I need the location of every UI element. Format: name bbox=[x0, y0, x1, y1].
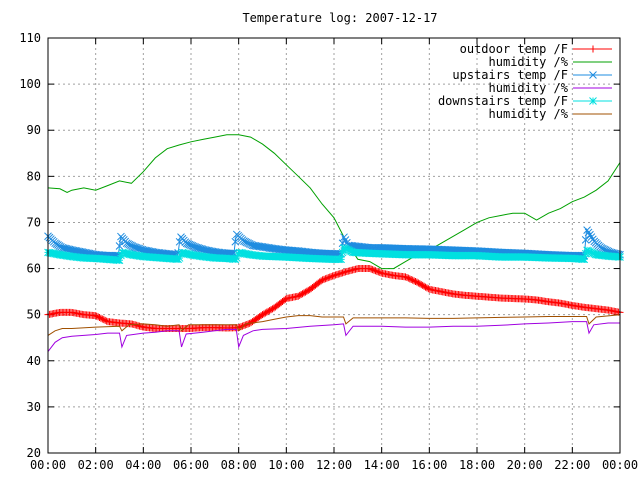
y-tick-label: 50 bbox=[27, 308, 41, 322]
legend-label: upstairs temp /F bbox=[452, 68, 568, 82]
tick-labels: 00:00 02:00 04:00 06:00 08:00 10:00 12:00 14:00… bbox=[19, 31, 638, 472]
x-tick-label: 14:00 bbox=[364, 458, 400, 472]
x-tick-label: 00:00 bbox=[30, 458, 66, 472]
y-tick-label: 20 bbox=[27, 446, 41, 460]
legend-entry: outdoor temp /F bbox=[460, 42, 612, 56]
series-5 bbox=[47, 314, 621, 336]
legend-label: outdoor temp /F bbox=[460, 42, 568, 56]
series-line bbox=[47, 314, 621, 336]
legend-entry: downstairs temp /F bbox=[438, 94, 612, 108]
series-3 bbox=[47, 321, 620, 352]
x-tick-label: 16:00 bbox=[411, 458, 447, 472]
chart-title: Temperature log: 2007-12-17 bbox=[242, 11, 437, 25]
legend-entry: humidity /% bbox=[489, 55, 612, 69]
y-tick-label: 110 bbox=[19, 31, 41, 45]
y-tick-label: 40 bbox=[27, 354, 41, 368]
x-tick-label: 22:00 bbox=[554, 458, 590, 472]
legend-entry: humidity /% bbox=[489, 107, 612, 121]
grid bbox=[47, 37, 621, 454]
legend-label: humidity /% bbox=[489, 55, 569, 69]
legend-entry: upstairs temp /F bbox=[452, 68, 612, 82]
legend-label: humidity /% bbox=[489, 107, 569, 121]
x-tick-label: 12:00 bbox=[316, 458, 352, 472]
legend-label: downstairs temp /F bbox=[438, 94, 568, 108]
series-line bbox=[47, 134, 621, 270]
series-2 bbox=[44, 226, 624, 260]
series-1 bbox=[47, 134, 621, 270]
y-tick-label: 30 bbox=[27, 400, 41, 414]
x-tick-label: 04:00 bbox=[125, 458, 161, 472]
x-tick-label: 00:00 bbox=[602, 458, 638, 472]
legend-swatch-marker bbox=[589, 71, 597, 79]
y-tick-label: 100 bbox=[19, 77, 41, 91]
y-tick-label: 80 bbox=[27, 169, 41, 183]
x-tick-label: 18:00 bbox=[459, 458, 495, 472]
legend-entry: humidity /% bbox=[489, 81, 612, 95]
series-line bbox=[47, 321, 620, 352]
legend-swatch-marker bbox=[589, 97, 597, 105]
x-tick-label: 10:00 bbox=[268, 458, 304, 472]
y-tick-label: 90 bbox=[27, 123, 41, 137]
legend-label: humidity /% bbox=[489, 81, 569, 95]
x-tick-label: 06:00 bbox=[173, 458, 209, 472]
x-tick-label: 02:00 bbox=[78, 458, 114, 472]
x-tick-label: 08:00 bbox=[221, 458, 257, 472]
series-layer bbox=[44, 134, 624, 352]
legend-swatch-marker bbox=[589, 45, 597, 53]
y-tick-label: 70 bbox=[27, 215, 41, 229]
y-tick-label: 60 bbox=[27, 262, 41, 276]
x-tick-label: 20:00 bbox=[507, 458, 543, 472]
plot-frame bbox=[47, 37, 621, 454]
